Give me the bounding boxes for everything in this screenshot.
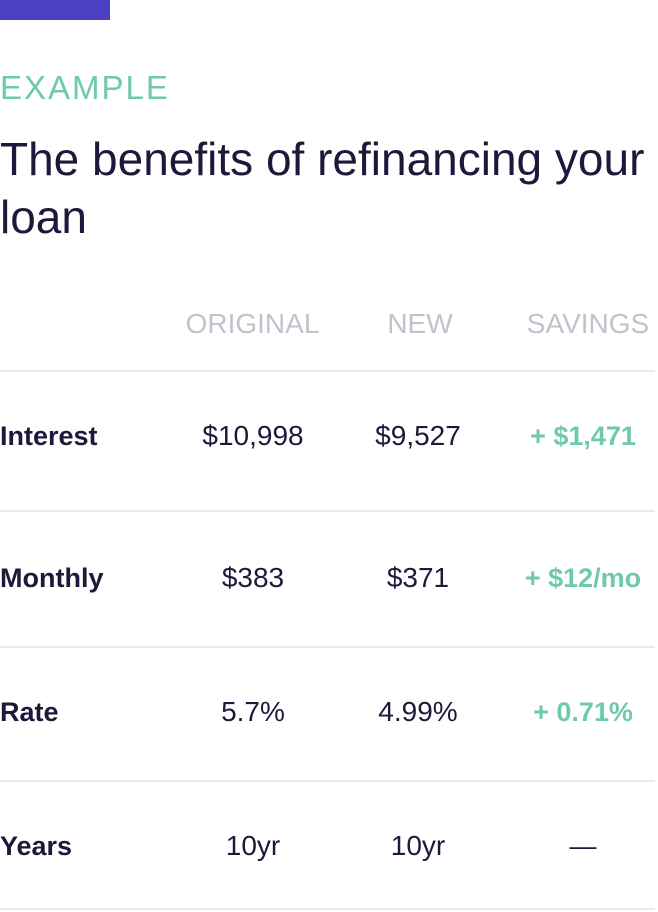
original-value: 10yr: [225, 830, 281, 861]
accent-bar: [0, 0, 110, 20]
row-label: Monthly: [0, 563, 104, 593]
column-header-new: NEW: [387, 308, 453, 339]
page-title: The benefits of refinancing your loan: [0, 133, 645, 243]
savings-value: + 0.71%: [533, 697, 633, 727]
original-value: $383: [221, 562, 285, 593]
row-label: Interest: [0, 421, 98, 451]
original-value: 5.7%: [221, 696, 285, 727]
savings-value: + $12/mo: [524, 563, 642, 593]
savings-value: —: [569, 831, 597, 861]
table-row-monthly: Monthly $383 $371 + $12/mo: [0, 558, 658, 598]
table-divider: [0, 370, 655, 372]
row-label: Years: [0, 831, 73, 861]
table-row-rate: Rate 5.7% 4.99% + 0.71%: [0, 692, 658, 732]
table-row-years: Years 10yr 10yr —: [0, 826, 658, 866]
table-divider: [0, 780, 655, 782]
table-divider: [0, 646, 655, 648]
table-divider: [0, 908, 655, 910]
table-row-interest: Interest $10,998 $9,527 + $1,471: [0, 416, 658, 456]
new-value: $371: [386, 562, 450, 593]
savings-value: + $1,471: [530, 421, 636, 451]
table-divider: [0, 510, 655, 512]
column-header-original: ORIGINAL: [185, 308, 320, 339]
row-label: Rate: [0, 697, 59, 727]
new-value: $9,527: [375, 420, 461, 451]
new-value: 10yr: [390, 830, 446, 861]
eyebrow-label: EXAMPLE: [0, 69, 170, 106]
original-value: $10,998: [202, 420, 304, 451]
new-value: 4.99%: [378, 696, 458, 727]
column-header-savings: SAVINGS: [526, 308, 650, 339]
